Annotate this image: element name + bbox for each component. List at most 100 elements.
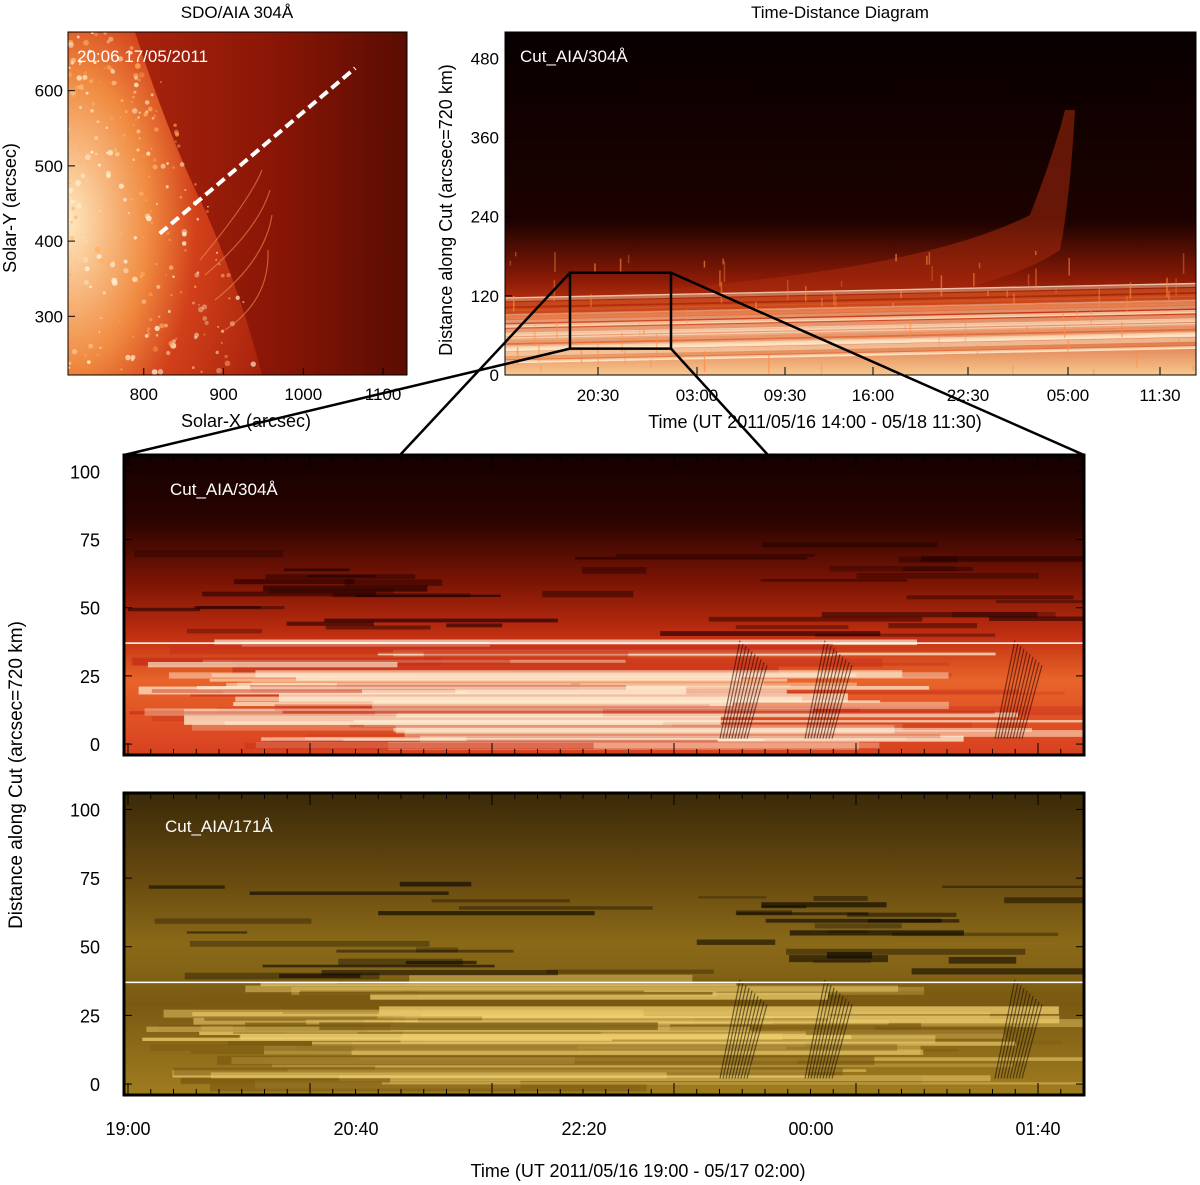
- td-streak: [505, 304, 1196, 323]
- zoom-dark-band: [827, 930, 868, 933]
- zoom-jet-strand: [1015, 659, 1037, 739]
- sun-speckle: [180, 291, 183, 294]
- sun-speckle: [90, 32, 94, 35]
- sun-speckle: [159, 323, 165, 329]
- td-streak: [505, 328, 1196, 345]
- sun-speckle: [85, 55, 89, 58]
- zoom-dark-band: [948, 956, 1017, 964]
- td-streak: [505, 347, 1196, 364]
- td-speckle: [655, 333, 658, 356]
- td-x-tick-label: 11:30: [1139, 386, 1180, 405]
- sun-speckle: [137, 78, 141, 82]
- zoom-dark-band: [459, 906, 653, 910]
- sun-speckle: [74, 136, 77, 139]
- zoom-dark-band: [542, 590, 634, 598]
- zoom-streak: [381, 1082, 1084, 1085]
- sun-speckle: [145, 215, 152, 222]
- zoom-jet-strand: [1006, 651, 1028, 739]
- zoom-streak: [255, 742, 880, 749]
- sun-speckle: [102, 291, 106, 295]
- zoom-jet-strand: [734, 993, 756, 1079]
- td-speckle: [1063, 324, 1066, 339]
- zoom-304-annotation-label: Cut_AIA/304Å: [170, 480, 278, 499]
- zoom-jet-strand: [731, 651, 753, 739]
- zoom-streak: [409, 974, 693, 984]
- zoom-streak: [393, 1016, 774, 1025]
- zoom-304-plot-frame: [122, 453, 1086, 757]
- td-speckle: [1178, 339, 1180, 344]
- sun-speckle: [77, 160, 82, 165]
- zoom-streak: [400, 1035, 936, 1044]
- td-plot-frame: [504, 31, 1197, 376]
- zoom-171-panel: Cut_AIA/171Å 0 25 50 75 100 19:00 20:40 22:20 0…: [70, 791, 1086, 1181]
- sun-speckle: [215, 350, 219, 355]
- zoom-171-y-axis: 0 25 50 75 100: [70, 800, 1084, 1095]
- zoom-streak: [163, 1009, 644, 1018]
- sun-speckle: [94, 226, 97, 229]
- td-speckle: [1126, 295, 1128, 312]
- sun-speckle: [201, 304, 207, 310]
- zoom-jet-strand: [1021, 1004, 1043, 1079]
- zoom-streak: [402, 1029, 1005, 1039]
- sun-speckle: [120, 368, 123, 371]
- sun-speckle: [142, 155, 145, 158]
- sun-speckle: [152, 346, 159, 352]
- sun-speckle: [139, 275, 143, 278]
- td-x-tick-label: 03:00: [676, 386, 719, 405]
- zoom-dark-band: [283, 568, 350, 572]
- zoom-streak: [377, 652, 996, 656]
- zoom-streak: [372, 701, 949, 709]
- zoom-jet-strand: [725, 985, 747, 1079]
- sun-speckle: [116, 191, 120, 196]
- sun-speckle: [120, 99, 124, 103]
- sun-speckle: [203, 333, 206, 336]
- sun-speckle: [151, 116, 155, 120]
- sun-speckle: [167, 310, 171, 313]
- zoom-dark-band: [996, 600, 1084, 604]
- td-speckle: [1027, 274, 1030, 286]
- cut-line: [158, 66, 357, 236]
- zoom-jet-strand: [810, 645, 832, 739]
- sun-speckle: [148, 292, 153, 297]
- zoom-jet-strand: [1003, 648, 1025, 739]
- sun-speckle: [76, 35, 80, 39]
- zoom-dark-band: [202, 591, 377, 597]
- sun-speckle: [70, 91, 76, 98]
- td-speckle: [821, 297, 823, 307]
- td-speckle: [895, 253, 897, 262]
- sun-speckle: [224, 354, 228, 359]
- sun-speckle: [166, 231, 170, 236]
- sun-speckle: [100, 316, 103, 320]
- td-speckle: [1166, 277, 1168, 298]
- sun-speckle: [122, 133, 126, 137]
- zoom-y-tick-label: 0: [90, 735, 100, 755]
- td-speckle: [650, 359, 652, 368]
- td-speckle: [786, 279, 789, 301]
- sun-speckle: [155, 109, 158, 113]
- zoom-streak: [202, 659, 626, 663]
- zoom-jet-strand: [1009, 993, 1031, 1079]
- sun-speckle: [81, 87, 84, 91]
- zoom-dark-band: [197, 606, 285, 610]
- td-x-tick-label: 22:30: [947, 386, 990, 405]
- sun-speckle: [87, 360, 91, 364]
- sun-speckle: [194, 332, 199, 338]
- zoom-jet-strand: [1012, 656, 1034, 739]
- zoom-streak: [131, 659, 511, 665]
- zoom-jet-strand: [822, 656, 844, 739]
- zoom-dark-band: [903, 566, 974, 572]
- td-speckle: [1098, 287, 1101, 309]
- sun-speckle: [71, 206, 75, 211]
- td-streak: [505, 332, 1196, 351]
- zoom-dark-band: [184, 972, 380, 980]
- zoom-streak: [388, 741, 860, 750]
- zoom-jet-strand: [728, 648, 750, 739]
- sun-speckle: [242, 301, 245, 304]
- sun-speckle: [111, 277, 118, 284]
- sun-speckle: [220, 341, 223, 344]
- sun-speckle: [68, 301, 74, 307]
- zoom-jet-strand: [822, 996, 844, 1079]
- zoom-jet-strand: [1021, 664, 1043, 739]
- zoom-streak: [421, 1011, 829, 1019]
- sun-speckle: [68, 86, 71, 91]
